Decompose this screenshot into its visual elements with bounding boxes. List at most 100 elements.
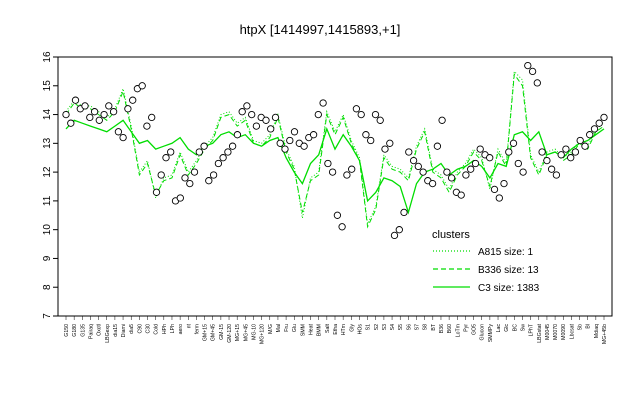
- data-point: [300, 142, 308, 150]
- data-point: [462, 171, 470, 179]
- x-tick-label: Glucon: [480, 324, 486, 341]
- data-point: [219, 154, 227, 162]
- data-point: [500, 179, 508, 188]
- plot-frame: [57, 56, 613, 317]
- data-point: [162, 154, 170, 162]
- data-point: [357, 110, 365, 119]
- y-tick-label: 14: [42, 109, 53, 121]
- data-point: [590, 125, 599, 133]
- data-point: [276, 139, 284, 147]
- x-tick-label: Sw: [520, 324, 526, 331]
- y-tick-label: 15: [42, 80, 53, 92]
- x-tick-label: Salt: [325, 323, 331, 332]
- x-tick-label: S2: [374, 324, 380, 330]
- data-point: [209, 171, 218, 179]
- x-tick-label: G150: [64, 324, 70, 337]
- x-tick-label: C90: [137, 324, 143, 334]
- data-point: [433, 142, 442, 150]
- x-tick-label: S5: [398, 324, 404, 330]
- data-point: [567, 154, 575, 162]
- data-point: [438, 116, 446, 124]
- data-point: [290, 128, 299, 136]
- x-tick-label: Bl: [586, 324, 592, 329]
- x-tick-label: Heat: [309, 323, 315, 335]
- x-tick-label: S1: [366, 324, 372, 330]
- x-tick-label: dia15: [113, 324, 119, 337]
- x-tick-label: BMM: [317, 324, 323, 336]
- data-point: [148, 113, 156, 122]
- data-point: [71, 96, 80, 104]
- data-point: [119, 133, 127, 142]
- data-point: [243, 102, 251, 110]
- data-point: [562, 145, 570, 153]
- x-tick-label: MG+45: [243, 324, 249, 341]
- x-tick-label: S3: [382, 324, 388, 330]
- data-point: [595, 119, 603, 127]
- x-tick-label: S4: [390, 324, 396, 330]
- x-tick-label: LPhT: [529, 323, 535, 336]
- data-point: [105, 102, 113, 110]
- data-point: [509, 139, 518, 147]
- plot-area: [57, 56, 613, 317]
- legend-title: clusters: [432, 229, 470, 241]
- data-point: [576, 136, 584, 145]
- x-tick-label: B60: [447, 324, 453, 333]
- data-point: [586, 131, 594, 139]
- data-point: [490, 185, 499, 194]
- x-tick-label: Glc: [504, 324, 510, 332]
- x-tick-label: G180: [72, 324, 78, 337]
- data-point: [352, 105, 361, 113]
- legend-label: A815 size: 1: [478, 247, 533, 258]
- data-point: [343, 171, 351, 179]
- data-point: [362, 131, 370, 139]
- data-point: [233, 131, 242, 139]
- x-tick-label: ferm: [194, 324, 200, 334]
- data-point: [414, 162, 422, 171]
- data-point: [552, 171, 561, 179]
- data-point: [557, 151, 565, 159]
- data-point: [395, 226, 403, 234]
- data-point: [138, 82, 146, 90]
- series-line: [65, 119, 605, 215]
- x-tick-label: aero: [178, 324, 184, 334]
- data-point: [505, 148, 513, 156]
- x-tick-label: M0090: [561, 324, 567, 340]
- x-tick-label: BC: [512, 324, 518, 331]
- x-tick-label: Oxctl: [97, 324, 103, 336]
- data-point: [86, 113, 94, 122]
- chart-title: htpX [1414997,1415893,+1]: [240, 22, 401, 37]
- legend-label: B336 size: 13: [478, 265, 539, 276]
- data-point: [457, 191, 465, 199]
- data-point: [176, 194, 184, 202]
- data-point: [281, 145, 289, 153]
- data-point: [95, 116, 103, 124]
- x-tick-label: C30: [146, 324, 152, 334]
- x-tick-label: Mal: [276, 324, 282, 332]
- x-tick-label: Glu: [292, 324, 298, 332]
- x-tick-label: HTm: [341, 324, 347, 335]
- data-point: [471, 159, 480, 168]
- x-tick-label: M/G: [268, 324, 274, 334]
- x-tick-label: SMM: [300, 324, 306, 336]
- data-point: [186, 179, 194, 188]
- data-point: [267, 125, 275, 133]
- y-tick-label: 13: [42, 137, 53, 149]
- data-point: [547, 165, 556, 173]
- x-tick-label: B36: [439, 324, 445, 333]
- data-point: [262, 116, 270, 124]
- x-tick-label: HPh: [162, 324, 168, 334]
- data-point: [495, 194, 503, 202]
- x-tick-label: MG+15: [235, 324, 241, 341]
- data-point: [200, 142, 208, 150]
- x-tick-label: Sb: [578, 324, 584, 330]
- data-point: [533, 79, 541, 87]
- data-point: [195, 148, 203, 156]
- data-point: [476, 145, 484, 153]
- x-tick-label: S8: [423, 324, 429, 330]
- y-tick-label: 7: [42, 313, 53, 319]
- data-point: [514, 159, 522, 168]
- data-point: [143, 122, 151, 130]
- data-point: [252, 122, 261, 130]
- data-point: [419, 168, 427, 176]
- x-tick-label: S7: [415, 324, 421, 330]
